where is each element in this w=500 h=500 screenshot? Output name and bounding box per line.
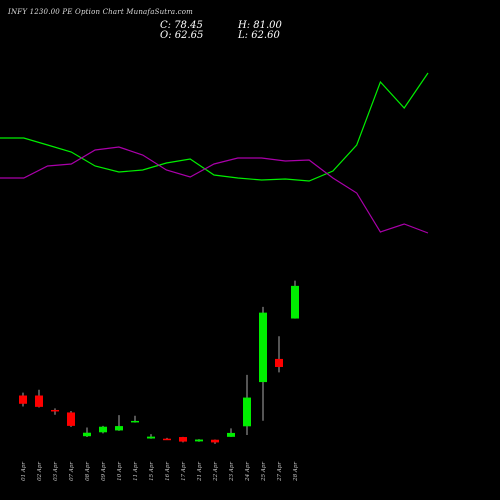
candle xyxy=(259,306,267,421)
candle-body-down xyxy=(163,438,171,441)
x-tick-label: 02 Apr xyxy=(37,462,43,481)
candle-body-up xyxy=(99,426,107,433)
candle xyxy=(115,415,123,431)
x-tick-label: 17 Apr xyxy=(181,462,187,481)
candle xyxy=(51,408,59,415)
candle-body-down xyxy=(51,409,59,412)
candle xyxy=(83,427,91,438)
green-overlay-line xyxy=(0,72,429,182)
candle-body-up xyxy=(291,285,299,319)
x-tick-label: 21 Apr xyxy=(197,462,203,482)
x-tick-label: 27 Apr xyxy=(277,462,283,482)
candle xyxy=(227,428,235,437)
x-tick-label: 28 Apr xyxy=(293,462,299,482)
candle xyxy=(275,336,283,373)
overlay-lines xyxy=(0,72,429,234)
candle xyxy=(291,280,299,319)
candle xyxy=(147,434,155,439)
close-value: C: 78.45 xyxy=(160,20,203,31)
x-tick-label: 09 Apr xyxy=(101,462,107,481)
high-value: H: 81.00 xyxy=(238,20,282,31)
candle xyxy=(67,411,75,427)
candle-body-up xyxy=(195,439,203,442)
candle xyxy=(243,374,251,435)
x-tick-label: 23 Apr xyxy=(229,462,235,482)
x-axis-ticks: 01 Apr 02 Apr 03 Apr 07 Apr 08 Apr 09 Apr 10 A… xyxy=(21,462,299,482)
x-tick-label: 15 Apr xyxy=(149,462,155,481)
low-value: L: 62.60 xyxy=(238,30,280,41)
candle xyxy=(195,439,203,442)
chart-title: INFY 1230.00 PE Option Chart MunafaSutra… xyxy=(8,8,194,16)
candle-body-up xyxy=(115,426,123,431)
candle xyxy=(131,415,139,423)
candle-body-up xyxy=(227,432,235,437)
candle xyxy=(163,437,171,441)
candle-body-down xyxy=(35,395,43,407)
candle-body-up xyxy=(243,397,251,427)
x-tick-label: 08 Apr xyxy=(85,462,91,481)
x-tick-label: 10 Apr xyxy=(117,462,123,481)
candle-body-down xyxy=(19,395,27,404)
candle xyxy=(211,439,219,444)
candle-body-up xyxy=(147,436,155,439)
x-tick-label: 24 Apr xyxy=(245,462,251,482)
x-tick-label: 11 Apr xyxy=(133,462,139,481)
x-tick-label: 03 Apr xyxy=(53,462,59,481)
candles xyxy=(19,280,299,444)
candle-body-down xyxy=(211,439,219,443)
candle-body-down xyxy=(275,358,283,367)
x-tick-label: 01 Apr xyxy=(21,462,27,481)
candle-body-up xyxy=(83,432,91,437)
candle-body-up xyxy=(131,420,139,423)
x-tick-label: 16 Apr xyxy=(165,462,171,481)
candle xyxy=(99,425,107,434)
candle-body-down xyxy=(179,437,187,442)
open-value: O: 62.65 xyxy=(160,30,204,41)
purple-overlay-line xyxy=(0,146,429,234)
candle xyxy=(179,436,187,443)
x-tick-label: 22 Apr xyxy=(213,462,219,482)
candle xyxy=(35,389,43,408)
x-tick-label: 25 Apr xyxy=(261,462,267,482)
candle-body-down xyxy=(67,412,75,426)
candle xyxy=(19,392,27,407)
x-tick-label: 07 Apr xyxy=(69,462,75,481)
candle-body-up xyxy=(259,312,267,383)
